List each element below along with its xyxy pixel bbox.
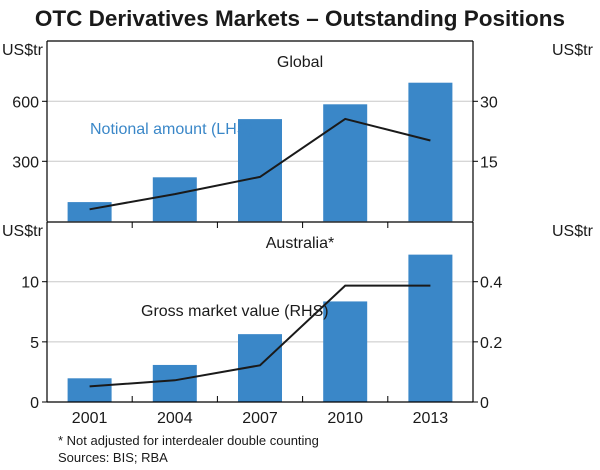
panel-global: 300 600 15 30 US$tr US$tr Global Notional amoun… (2, 41, 594, 222)
sources: Sources: BIS; RBA (58, 450, 168, 465)
bar-2013 (408, 255, 452, 402)
left-tick-label: 600 (12, 94, 39, 111)
x-tick-label: 2010 (327, 410, 363, 427)
left-unit-label: US$tr (2, 223, 44, 240)
panel-title: Australia* (266, 235, 334, 252)
series-label-notional: Notional amount (LHS) (90, 121, 253, 138)
left-tick-label: 10 (21, 275, 39, 292)
right-tick-label: 0.2 (480, 335, 502, 352)
right-tick-label: 30 (480, 94, 498, 111)
x-tick-label: 2013 (413, 410, 449, 427)
panel-australia: 0 5 10 0 0.2 0.4 US$tr US$tr Australia* Gross mar… (2, 222, 594, 412)
x-tick-label: 2001 (72, 410, 108, 427)
left-tick-label: 300 (12, 154, 39, 171)
bar-2010 (323, 301, 367, 402)
right-tick-label: 15 (480, 154, 498, 171)
chart-title: OTC Derivatives Markets – Outstanding Po… (35, 6, 565, 31)
bar-2004 (153, 365, 197, 402)
x-tick-label: 2004 (157, 410, 193, 427)
bar-2004 (153, 177, 197, 221)
footnote: * Not adjusted for interdealer double co… (58, 433, 319, 448)
left-unit-label: US$tr (2, 42, 44, 59)
series-label-gross: Gross market value (RHS) (141, 303, 329, 320)
right-tick-label: 0 (480, 395, 489, 412)
bar-2001 (68, 378, 112, 402)
right-unit-label: US$tr (552, 223, 594, 240)
left-tick-label: 0 (30, 395, 39, 412)
x-tick-label: 2007 (242, 410, 278, 427)
left-tick-label: 5 (30, 335, 39, 352)
right-unit-label: US$tr (552, 42, 594, 59)
panel-title: Global (277, 54, 323, 71)
right-tick-label: 0.4 (480, 275, 502, 292)
bar-2001 (68, 202, 112, 221)
bar-2013 (408, 83, 452, 222)
